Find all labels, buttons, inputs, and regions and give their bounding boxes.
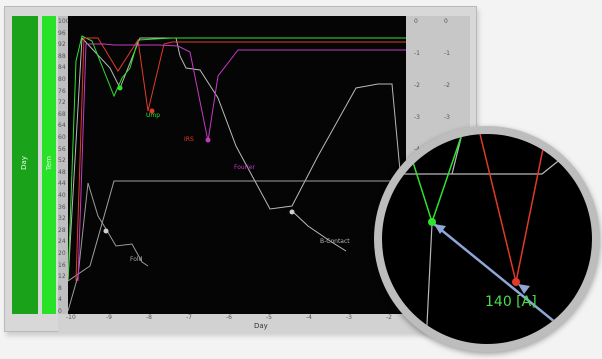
x-tick: -4 — [306, 314, 312, 321]
y-right-tick-a: -2 — [414, 82, 420, 89]
annotation-2: IRS — [184, 136, 194, 143]
y-left-tick: 68 — [58, 110, 66, 118]
annotation-4: B-Contact — [320, 238, 350, 245]
y-left-tick: 100 — [58, 18, 70, 25]
y-left-tick: 20 — [58, 250, 66, 257]
marker-green-1 — [117, 85, 123, 91]
y-left-tick: 96 — [58, 29, 66, 37]
y-left-tick: 56 — [58, 145, 66, 153]
y-left-tick: 0 — [58, 308, 62, 315]
left-gauge-label: Day — [20, 156, 28, 170]
plot-svg — [67, 35, 407, 312]
x-tick: -10 — [66, 314, 76, 321]
x-tick: -2 — [386, 314, 392, 321]
mag-blue-arrow — [433, 223, 583, 344]
magnifier-value-label: 140 [A] — [485, 294, 537, 310]
y-left-tick: 24 — [58, 238, 66, 246]
marker-gray-2 — [103, 228, 109, 234]
x-axis-title: Day — [254, 322, 268, 330]
y-left-tick: 4 — [58, 296, 62, 304]
y-left-tick: 36 — [58, 203, 66, 211]
marker-magenta-1 — [205, 137, 211, 143]
marker-red-1 — [149, 108, 155, 114]
y-right-tick-b: -3 — [444, 114, 450, 121]
magnifier-lens: 140 [A] — [374, 126, 600, 352]
mag-red-line — [479, 134, 547, 283]
y-left-tick: 84 — [58, 64, 66, 72]
mag-marker-green — [428, 218, 436, 226]
series-gray-4 — [291, 210, 347, 252]
x-tick: -6 — [226, 314, 232, 321]
y-left-tick: 32 — [58, 215, 66, 223]
y-left-tick: 88 — [58, 52, 66, 60]
y-axis-left: 100 96 92 88 84 80 76 72 68 64 60 56 52 48 44 40 36 32 28 2… — [58, 16, 70, 315]
mag-arrow-head-2 — [518, 284, 530, 294]
y-left-tick: 80 — [58, 76, 66, 83]
x-axis: Day -10-9-8-7-6-5-4-3-2-1 — [58, 314, 470, 332]
left-gauge-bar: Day — [12, 16, 38, 314]
y-left-tick: 44 — [58, 180, 66, 188]
plot-area: Ump IRS Fourier B-Contact Fold — [67, 16, 407, 314]
y-right-tick-b: -1 — [444, 50, 450, 57]
magnifier-view: 140 [A] — [382, 134, 592, 344]
series-gray-1 — [67, 36, 407, 282]
y-left-tick: 76 — [58, 87, 66, 95]
y-left-tick: 60 — [58, 134, 66, 141]
y-left-tick: 64 — [58, 122, 66, 130]
marker-gray-1 — [289, 209, 295, 215]
right-gauge-label: Tem — [45, 156, 53, 171]
annotation-1: Ump — [146, 112, 161, 119]
x-tick: -5 — [266, 314, 272, 321]
y-left-tick: 92 — [58, 41, 66, 49]
y-left-tick: 40 — [58, 192, 66, 199]
series-red — [75, 37, 406, 282]
right-gauge-bar: Tem — [42, 16, 56, 314]
y-left-tick: 12 — [58, 273, 66, 281]
x-tick: -8 — [146, 314, 152, 321]
y-left-tick: 16 — [58, 261, 66, 269]
magnifier-svg — [382, 134, 592, 344]
y-left-tick: 48 — [58, 168, 66, 176]
annotation-3: Fourier — [234, 164, 256, 171]
series-magenta — [77, 43, 406, 282]
y-left-tick: 52 — [58, 157, 66, 165]
y-right-tick-a: -3 — [414, 114, 420, 121]
annotation-5: Fold — [130, 256, 143, 263]
y-left-tick: 28 — [58, 226, 66, 234]
mag-gray-line-3 — [425, 223, 433, 344]
series-gray-3 — [67, 180, 398, 282]
y-left-tick: 72 — [58, 99, 66, 107]
y-right-tick-a: 0 — [414, 18, 418, 25]
x-tick: -9 — [106, 314, 112, 321]
mag-marker-red — [512, 278, 520, 286]
series-green — [67, 35, 406, 282]
y-right-tick-a: -1 — [414, 50, 420, 57]
x-tick: -7 — [186, 314, 192, 321]
y-right-tick-b: 0 — [444, 18, 448, 25]
y-left-tick: 8 — [58, 284, 62, 292]
mag-arrow-head-1 — [434, 224, 446, 234]
y-right-tick-b: -2 — [444, 82, 450, 89]
x-tick: -3 — [346, 314, 352, 321]
